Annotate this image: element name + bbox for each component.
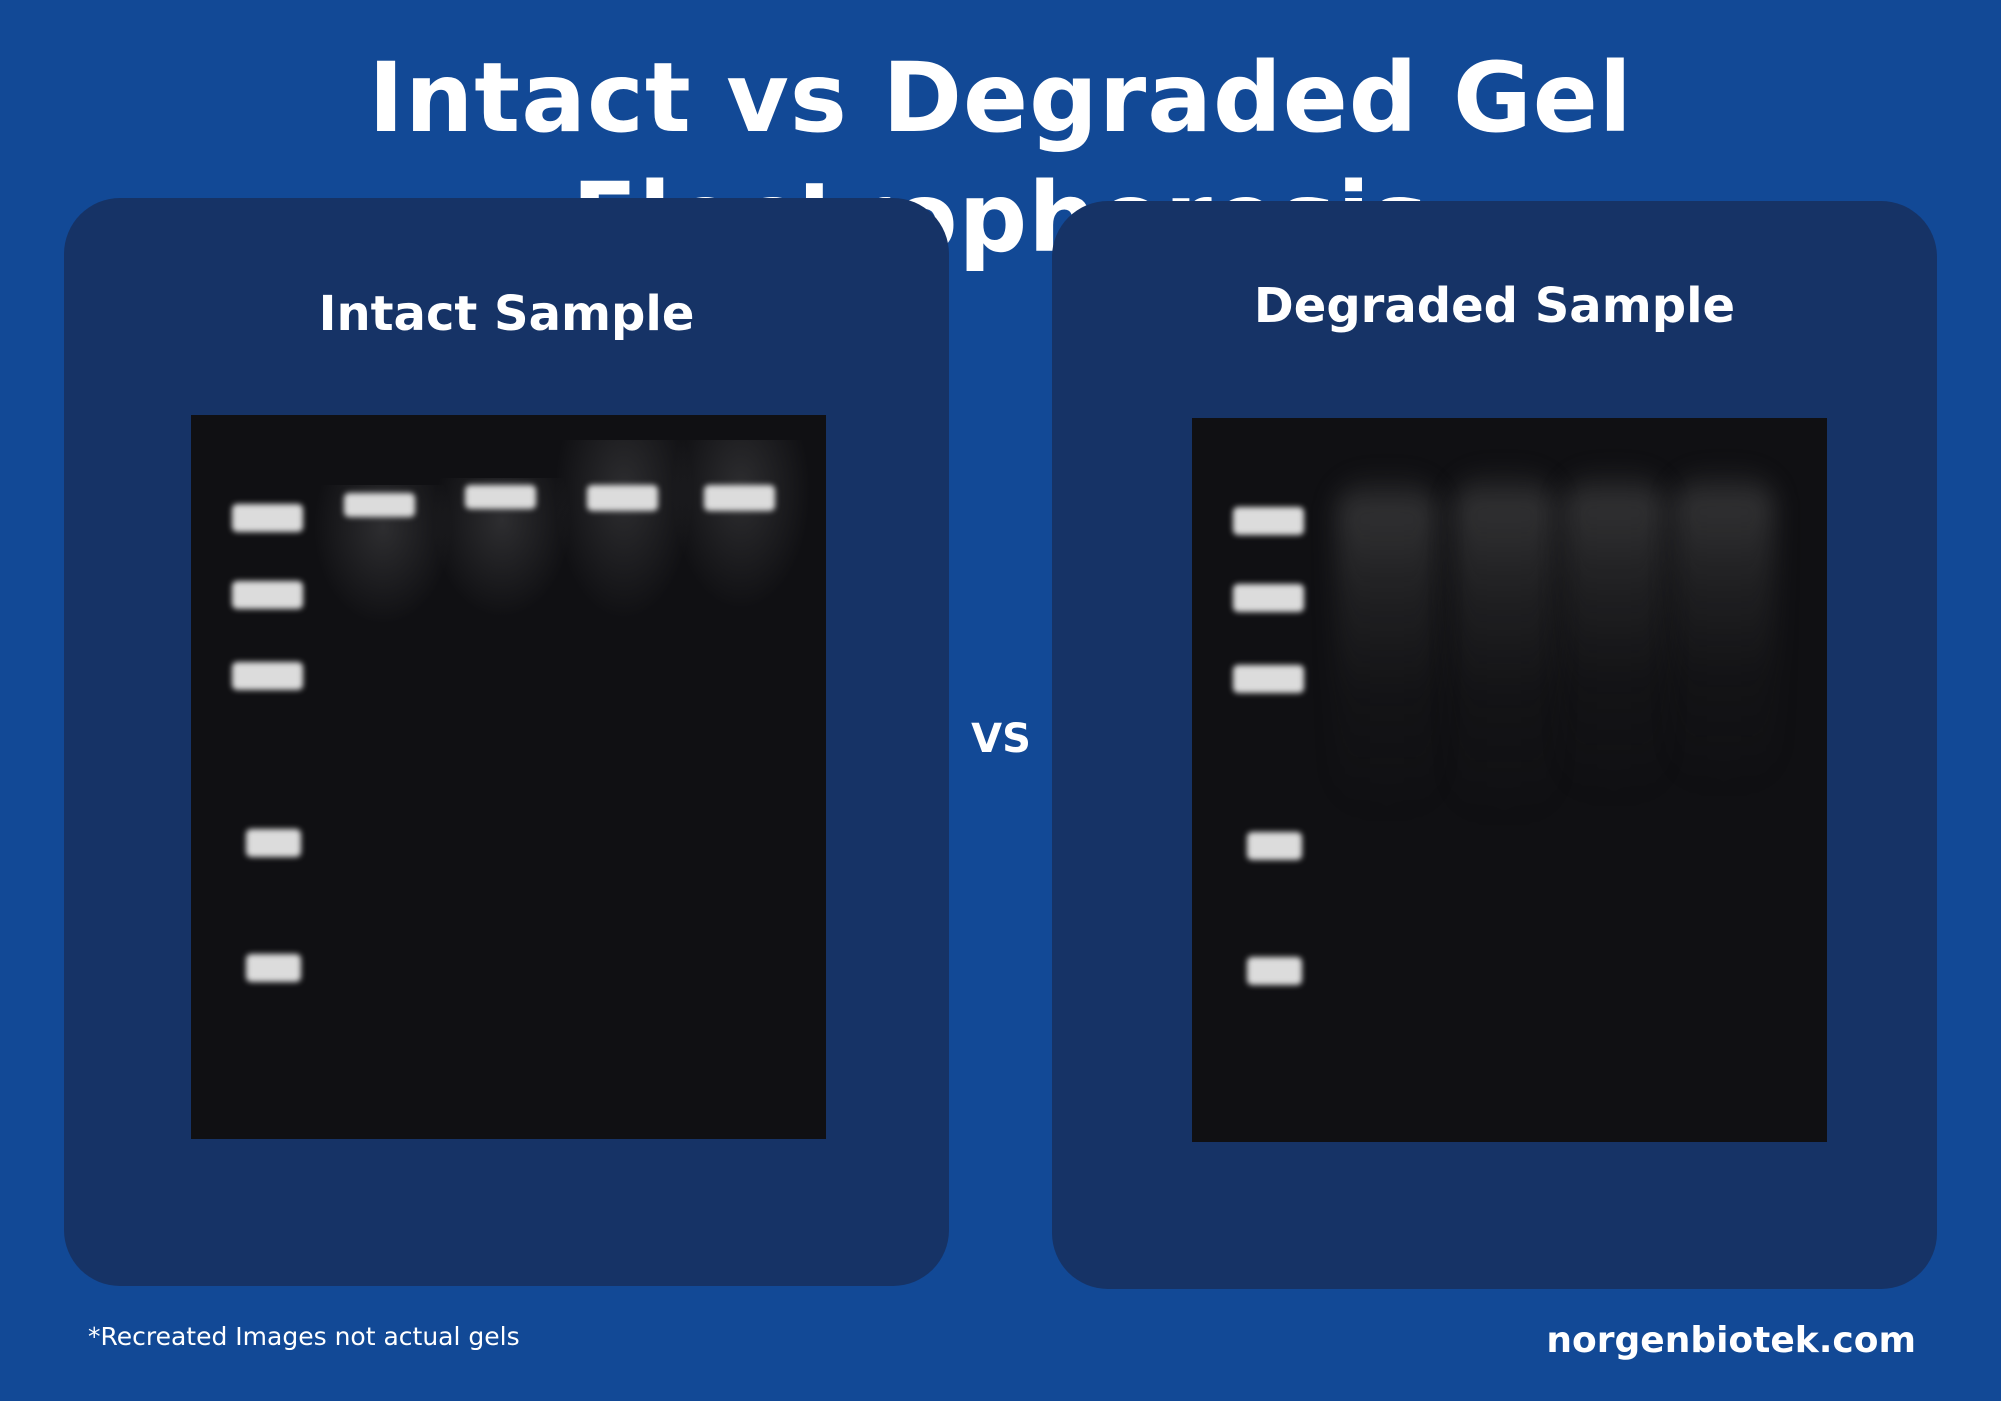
sample-lane-glow xyxy=(671,440,811,610)
ladder-band xyxy=(232,504,303,532)
intact-sample-band xyxy=(344,493,415,517)
intact-sample-band xyxy=(704,485,775,511)
ladder-band xyxy=(232,662,303,690)
ladder-band xyxy=(246,954,301,982)
degraded-gel-image xyxy=(1192,418,1827,1142)
ladder-band xyxy=(1233,584,1304,612)
sample-lane-glow xyxy=(554,440,694,620)
degraded-sample-smear xyxy=(1564,468,1664,798)
intact-sample-panel: Intact Sample xyxy=(64,198,949,1286)
degraded-sample-panel: Degraded Sample xyxy=(1052,201,1937,1289)
degraded-sample-smear xyxy=(1454,468,1554,818)
degraded-sample-title: Degraded Sample xyxy=(1253,278,1736,334)
ladder-band xyxy=(246,829,301,857)
vs-label: VS xyxy=(971,716,1031,762)
intact-gel-image xyxy=(191,415,826,1139)
ladder-band xyxy=(1233,507,1304,535)
ladder-band xyxy=(1247,957,1302,985)
intact-sample-band xyxy=(587,485,658,511)
ladder-band xyxy=(1247,832,1302,860)
degraded-sample-smear xyxy=(1674,468,1774,788)
disclaimer-footnote: *Recreated Images not actual gels xyxy=(88,1322,520,1351)
ladder-band xyxy=(1233,665,1304,693)
intact-sample-title: Intact Sample xyxy=(318,286,695,342)
website-label: norgenbiotek.com xyxy=(1546,1320,1916,1361)
degraded-sample-smear xyxy=(1337,473,1437,813)
intact-sample-band xyxy=(465,485,536,509)
ladder-band xyxy=(232,581,303,609)
